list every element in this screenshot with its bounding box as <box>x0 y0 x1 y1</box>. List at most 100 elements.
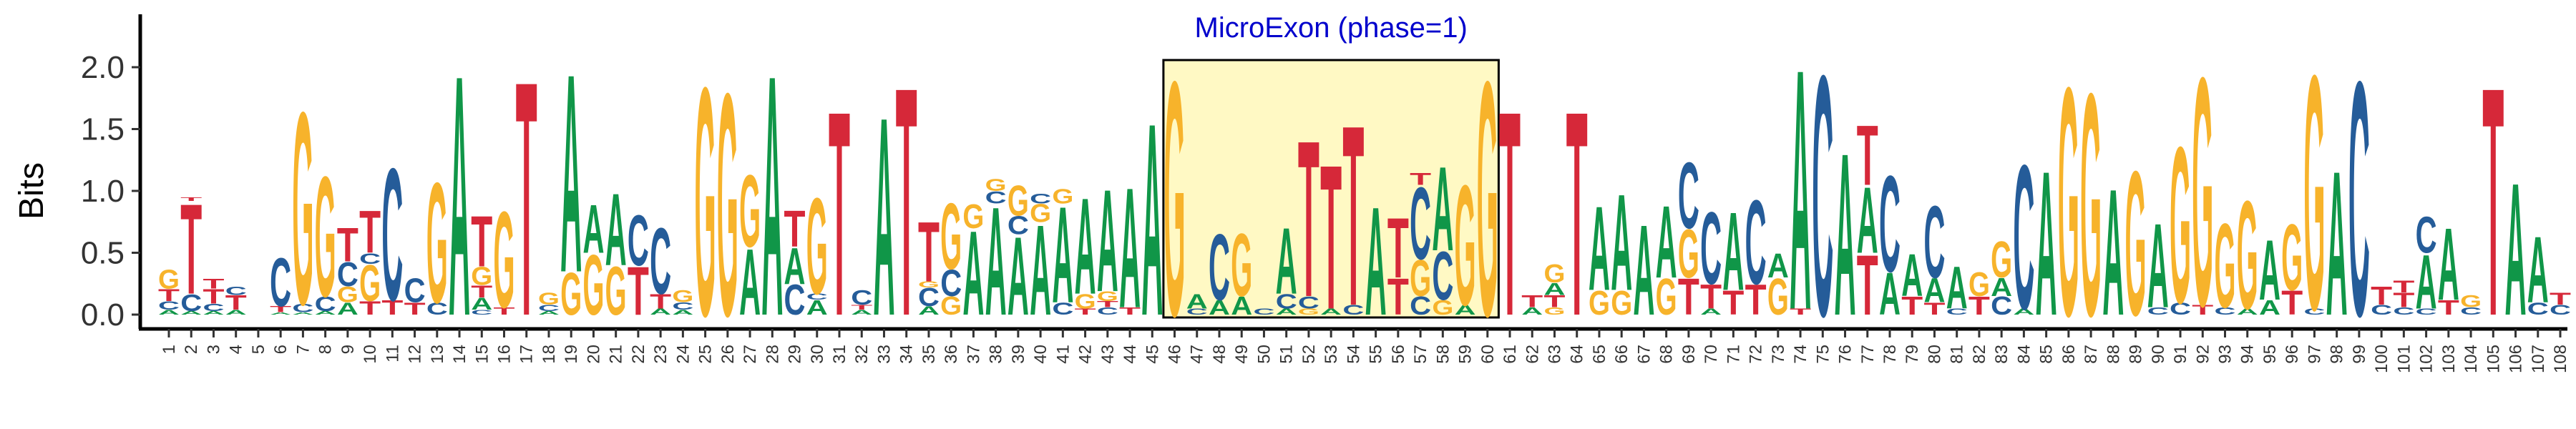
logo-letter-c-pos-13: C <box>426 300 448 319</box>
x-tick-label: 79 <box>1903 345 1922 364</box>
logo-letter-a-pos-51: A <box>1276 307 1297 316</box>
logo-letter-g-pos-46: G <box>1164 11 1186 385</box>
x-tick-label: 88 <box>2104 345 2123 364</box>
logo-letter-c-pos-35: C <box>918 282 940 311</box>
logo-letter-a-pos-51: A <box>1276 208 1297 314</box>
x-tick-label: 81 <box>1948 345 1967 364</box>
x-tick-label: 42 <box>1076 345 1096 364</box>
logo-letter-a-pos-84: A <box>2013 307 2034 316</box>
y-tick-label: 0.0 <box>81 297 125 332</box>
x-tick-label: 36 <box>942 345 961 364</box>
x-tick-label: 101 <box>2394 345 2414 373</box>
logo-letter-t-pos-79: T <box>1901 291 1923 320</box>
logo-letter-a-pos-90: A <box>2147 199 2169 333</box>
logo-letter-g-pos-37: G <box>962 197 984 235</box>
x-tick-label: 92 <box>2193 345 2212 364</box>
logo-letter-a-pos-65: A <box>1589 182 1610 316</box>
logo-letter-t-pos-23: T <box>650 290 671 313</box>
logo-letter-g-pos-57: G <box>1410 250 1431 307</box>
x-tick-label: 51 <box>1277 345 1297 364</box>
x-tick-label: 34 <box>897 345 917 364</box>
logo-letter-c-pos-100: C <box>2371 302 2392 317</box>
logo-letter-a-pos-44: A <box>1119 152 1141 344</box>
logo-letter-t-pos-11: T <box>381 296 403 320</box>
logo-letter-a-pos-14: A <box>449 4 470 388</box>
x-tick-label: 77 <box>1858 345 1878 364</box>
logo-letter-a-pos-1: A <box>158 308 180 316</box>
logo-letter-g-pos-24: G <box>672 287 693 306</box>
logo-letter-a-pos-55: A <box>1365 174 1387 348</box>
x-tick-label: 27 <box>741 345 760 364</box>
logo-letter-a-pos-98: A <box>2326 128 2348 358</box>
x-tick-label: 11 <box>383 345 402 363</box>
logo-letter-g-pos-16: G <box>494 183 515 337</box>
logo-letter-a-pos-43: A <box>1097 159 1118 323</box>
logo-letter-c-pos-1: C <box>158 299 180 312</box>
logo-letter-a-pos-2: A <box>180 310 202 316</box>
x-tick-label: 58 <box>1433 345 1453 364</box>
logo-letter-g-pos-69: G <box>1678 215 1699 292</box>
logo-letter-c-pos-102: C <box>2416 207 2437 264</box>
logo-letter-c-pos-10: C <box>359 250 381 267</box>
x-tick-label: 90 <box>2149 345 2168 364</box>
logo-letter-t-pos-10: T <box>359 198 381 266</box>
logo-letter-g-pos-40: G <box>1030 199 1051 227</box>
logo-letter-a-pos-71: A <box>1722 189 1744 314</box>
logo-letter-g-pos-25: G <box>695 20 716 385</box>
x-tick-label: 64 <box>1568 345 1587 364</box>
logo-letter-a-pos-41: A <box>1052 179 1073 332</box>
logo-letter-g-pos-83: G <box>1991 232 2012 289</box>
x-tick-label: 2 <box>182 345 201 354</box>
logo-letter-g-pos-13: G <box>426 147 448 339</box>
logo-letter-t-pos-71: T <box>1722 284 1744 322</box>
logo-letter-c-pos-48: C <box>1209 214 1230 320</box>
logo-letter-c-pos-50: C <box>1253 307 1274 316</box>
x-tick-label: 107 <box>2529 345 2548 373</box>
x-tick-label: 108 <box>2551 345 2570 373</box>
logo-letter-a-pos-76: A <box>1835 105 1856 364</box>
logo-letter-c-pos-11: C <box>381 129 403 340</box>
logo-letter-a-pos-24: A <box>672 308 693 316</box>
logo-letter-g-pos-104: G <box>2460 292 2482 311</box>
logo-letter-g-pos-8: G <box>315 140 336 332</box>
x-tick-label: 25 <box>696 345 716 364</box>
logo-letter-a-pos-48: A <box>1209 296 1230 320</box>
x-tick-label: 71 <box>1724 345 1743 364</box>
x-tick-label: 80 <box>1925 345 1944 364</box>
logo-letter-c-pos-9: C <box>337 255 358 294</box>
logo-letter-g-pos-18: G <box>538 290 560 309</box>
x-tick-label: 82 <box>1970 345 1989 364</box>
logo-letter-c-pos-104: C <box>2460 305 2482 317</box>
logo-letter-c-pos-43: C <box>1097 305 1118 317</box>
x-tick-label: 29 <box>786 345 805 364</box>
x-tick-label: 102 <box>2417 345 2436 373</box>
logo-letter-t-pos-31: T <box>829 51 850 378</box>
x-tick-label: 53 <box>1322 345 1341 364</box>
logo-letter-t-pos-53: T <box>1320 122 1342 352</box>
y-tick-label: 1.0 <box>81 174 125 209</box>
logo-letter-a-pos-81: A <box>1946 254 1968 322</box>
x-tick-label: 70 <box>1702 345 1721 364</box>
x-tick-label: 55 <box>1367 345 1386 364</box>
logo-letter-a-pos-106: A <box>2505 144 2527 355</box>
logo-letter-a-pos-95: A <box>2259 296 2280 320</box>
x-tick-label: 95 <box>2260 345 2280 364</box>
x-tick-label: 9 <box>338 345 358 354</box>
logo-letter-t-pos-63: T <box>1543 292 1565 311</box>
logo-letter-t-pos-100: T <box>2371 282 2392 310</box>
logo-letter-c-pos-108: C <box>2550 302 2571 317</box>
logo-letter-a-pos-15: A <box>471 295 492 314</box>
logo-letter-c-pos-83: C <box>1991 291 2012 320</box>
x-tick-label: 39 <box>1009 345 1028 364</box>
logo-letter-t-pos-15: T <box>471 282 492 301</box>
logo-letter-a-pos-94: A <box>2237 307 2258 316</box>
x-tick-label: 67 <box>1634 345 1654 364</box>
logo-letter-a-pos-83: A <box>1991 272 2012 301</box>
y-tick-label: 2.0 <box>81 50 125 85</box>
logo-letter-t-pos-101: T <box>2393 288 2414 312</box>
logo-letter-a-pos-40: A <box>1030 198 1051 342</box>
microexon-highlight-box <box>1162 59 1500 319</box>
x-tick-label: 33 <box>874 345 894 364</box>
logo-letter-t-pos-56: T <box>1387 268 1409 325</box>
x-tick-label: 26 <box>718 345 738 364</box>
